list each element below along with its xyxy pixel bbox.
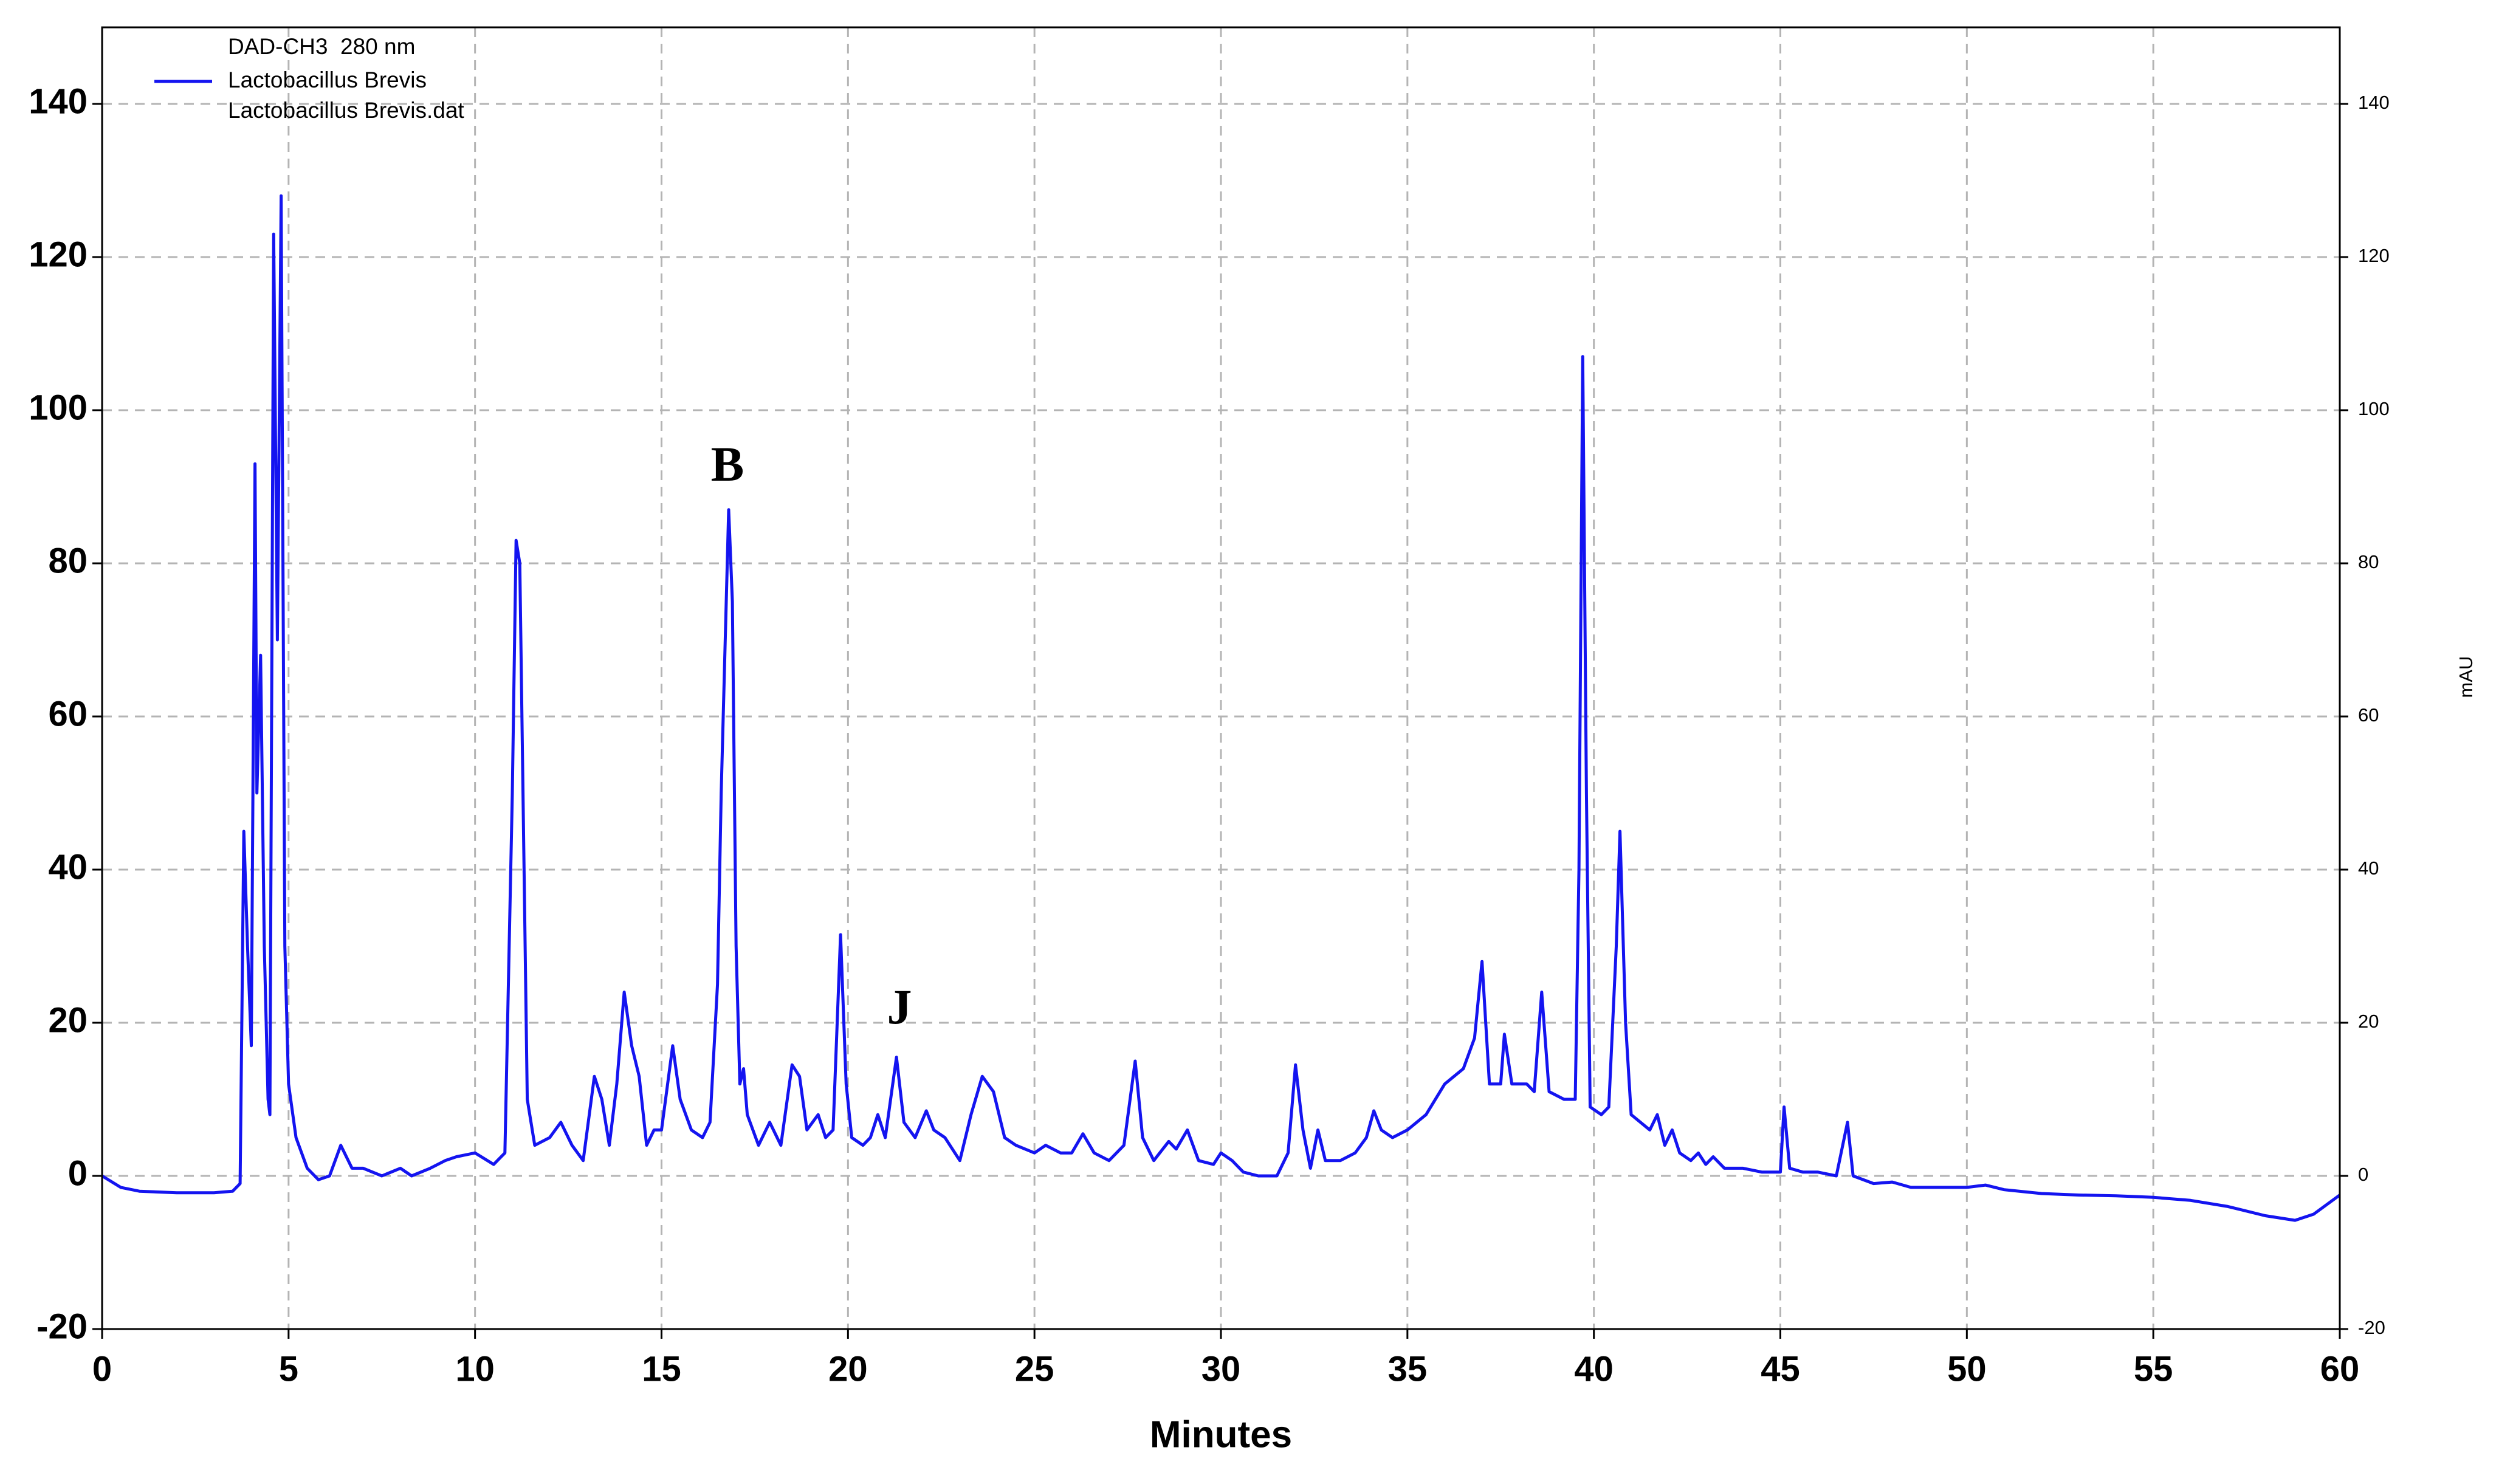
legend-note: Lactobacillus Brevis.dat [228,98,464,123]
x-tick-label: 15 [642,1349,681,1389]
y-tick-label: 20 [48,1000,88,1040]
y-tick-label: 40 [48,847,88,887]
y-tick-label: 100 [29,388,88,427]
x-tick-label: 40 [1574,1349,1614,1389]
y-tick-label: 120 [29,235,88,274]
x-tick-label: 5 [279,1349,298,1389]
x-tick-label: 25 [1015,1349,1054,1389]
legend-label: Lactobacillus Brevis [228,67,427,92]
legend-title: DAD-CH3 280 nm [228,34,415,59]
y2-tick-label: 120 [2358,245,2390,266]
x-axis-title: Minutes [1150,1414,1292,1455]
data-line [101,194,2341,1222]
y2-tick-label: 100 [2358,398,2390,419]
y2-tick-label: 80 [2358,551,2379,572]
x-tick-label: 30 [1201,1349,1241,1389]
y2-axis-title: mAU [2455,656,2477,698]
y-tick-label: 140 [29,81,88,121]
x-tick-label: 35 [1388,1349,1428,1389]
y2-tick-label: 60 [2358,704,2379,726]
x-tick-label: 60 [2320,1349,2360,1389]
x-tick-label: 0 [92,1349,112,1389]
y2-tick-label: 40 [2358,857,2379,879]
x-tick-label: 45 [1761,1349,1800,1389]
plot [101,194,2341,1222]
labels: 0 5 10 15 20 25 30 35 40 45 50 55 60-200204060801001… [29,34,2390,1389]
x-tick-label: 10 [455,1349,495,1389]
y-tick-label: 80 [48,541,88,580]
y2-tick-label: 20 [2358,1011,2379,1032]
y-tick-label: 0 [68,1153,88,1193]
y2-tick-label: 0 [2358,1164,2368,1185]
y2-tick-label: -20 [2358,1317,2385,1338]
peak-annotation: B [711,436,744,492]
peak-annotation: J [887,979,912,1034]
y-tick-label: 60 [48,694,88,733]
x-tick-label: 50 [1947,1349,1987,1389]
y2-tick-label: 140 [2358,92,2390,113]
x-tick-label: 20 [828,1349,868,1389]
x-tick-label: 55 [2134,1349,2173,1389]
y-tick-label: -20 [36,1307,88,1346]
